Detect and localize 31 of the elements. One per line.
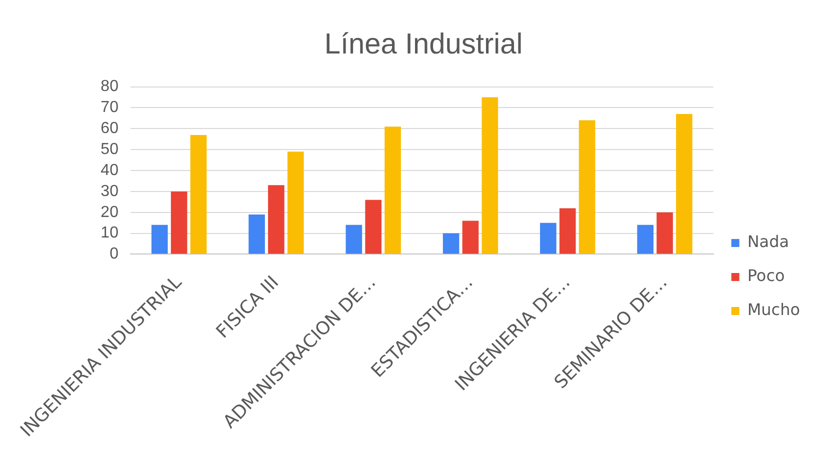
bar xyxy=(559,208,576,254)
y-tick-label: 80 xyxy=(100,78,119,96)
legend-label: Poco xyxy=(747,266,785,286)
bar xyxy=(482,97,498,254)
bar xyxy=(540,222,556,254)
y-tick-label: 0 xyxy=(110,246,119,263)
bar xyxy=(462,220,479,254)
bar xyxy=(384,126,401,254)
y-tick-label: 60 xyxy=(100,120,119,138)
y-tick-label: 70 xyxy=(100,99,119,116)
bar xyxy=(656,212,673,254)
legend-label: Mucho xyxy=(747,300,800,320)
bar xyxy=(248,214,265,254)
y-tick-label: 20 xyxy=(100,204,119,221)
bar xyxy=(287,152,304,254)
y-tick-label: 50 xyxy=(100,140,119,158)
bar xyxy=(268,185,284,254)
bar xyxy=(151,224,168,254)
y-tick-label: 10 xyxy=(100,224,119,242)
bar xyxy=(676,114,692,254)
y-tick-label: 40 xyxy=(100,162,119,179)
bar xyxy=(442,233,460,254)
bar xyxy=(170,191,188,254)
y-tick-label: 30 xyxy=(100,182,119,200)
bar xyxy=(578,120,596,254)
bar xyxy=(346,224,362,254)
bar xyxy=(190,134,207,254)
legend-label: Nada xyxy=(747,232,790,252)
bar xyxy=(637,224,654,254)
chart-title: Línea Industrial xyxy=(324,28,523,60)
bar xyxy=(365,200,382,254)
